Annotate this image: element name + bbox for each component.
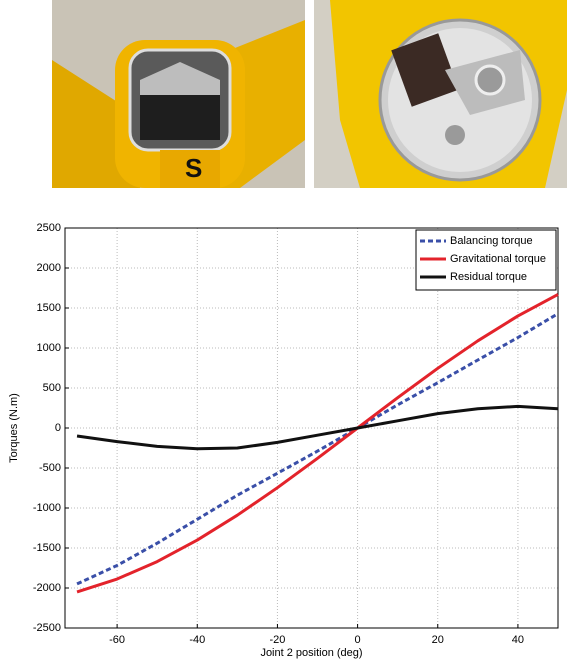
legend-label: Gravitational torque xyxy=(450,253,546,265)
axes-frame xyxy=(64,227,559,629)
x-tick-label: 20 xyxy=(432,634,444,646)
x-tick-label: 40 xyxy=(512,634,524,646)
x-tick-label: -40 xyxy=(189,634,205,646)
y-tick-label: 2000 xyxy=(37,262,61,274)
x-axis-label: Joint 2 position (deg) xyxy=(260,647,362,659)
svg-text:S: S xyxy=(185,153,202,183)
photo-left: S xyxy=(52,0,305,188)
y-tick-label: 1000 xyxy=(37,342,61,354)
y-tick-label: 500 xyxy=(43,382,61,394)
y-tick-label: 2500 xyxy=(37,222,61,234)
x-tick-label: 0 xyxy=(355,634,361,646)
y-tick-label: 0 xyxy=(55,422,61,434)
y-tick-label: -1000 xyxy=(33,502,61,514)
y-tick-label: -1500 xyxy=(33,542,61,554)
y-tick-label: -2500 xyxy=(33,622,61,634)
legend-label: Balancing torque xyxy=(450,235,533,247)
x-tick-label: -60 xyxy=(109,634,125,646)
y-tick-label: 1500 xyxy=(37,302,61,314)
series-line xyxy=(76,404,559,451)
y-tick-label: -2000 xyxy=(33,582,61,594)
x-tick-label: -20 xyxy=(269,634,285,646)
series-line xyxy=(76,312,559,586)
y-axis-label: Torques (N.m) xyxy=(8,393,20,463)
y-tick-label: -500 xyxy=(39,462,61,474)
legend-label: Residual torque xyxy=(450,271,527,283)
series-line xyxy=(76,293,559,594)
photo-right xyxy=(314,0,567,188)
